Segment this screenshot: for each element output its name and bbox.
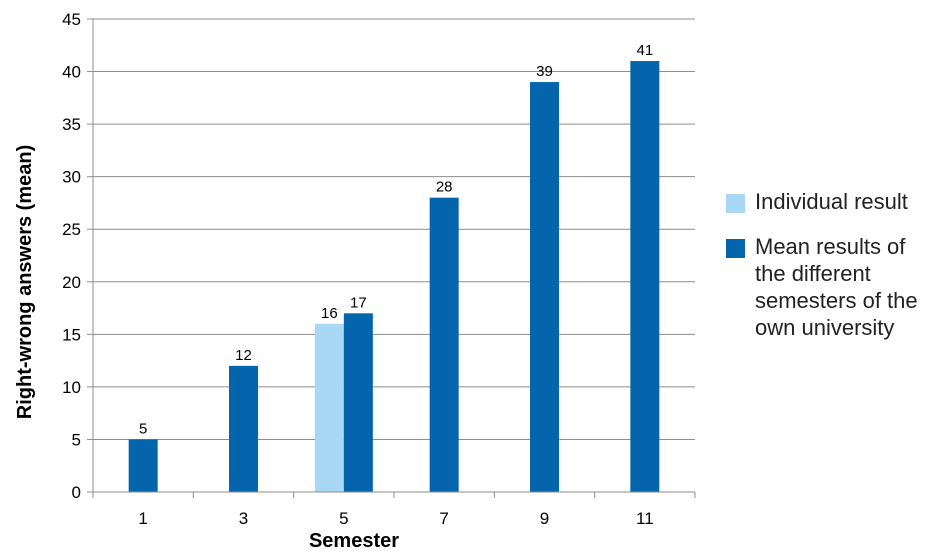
y-tick-label: 0 [72,483,81,502]
y-tick-label: 40 [62,63,81,82]
data-labels: 5 12 16 17 28 39 41 [139,42,653,437]
legend: Individual result Mean results of the di… [726,188,940,359]
x-tick-label: 5 [339,509,348,528]
bar [530,82,559,493]
data-label: 16 [321,305,338,322]
data-label: 12 [235,347,252,364]
y-tick-label: 20 [62,273,81,292]
bar [128,439,158,492]
y-tick-label: 30 [62,168,81,187]
y-tick-label: 45 [62,10,81,29]
bars [128,61,660,493]
data-label: 39 [536,63,553,80]
data-label: 17 [350,294,367,311]
legend-entry-mean: Mean results of the different semesters … [726,233,940,341]
x-tick-label: 7 [439,509,448,528]
legend-label-mean: Mean results of the different semesters … [755,234,918,340]
bar [429,197,459,492]
legend-label-individual: Individual result [755,189,908,214]
gridlines [93,18,695,440]
bar [630,61,660,493]
x-axis [92,19,696,498]
legend-entry-individual: Individual result [726,188,940,215]
data-label: 28 [436,179,453,196]
y-tick-label: 5 [72,430,81,449]
y-tick-label: 25 [62,220,81,239]
y-tick-label: 15 [62,325,81,344]
x-tick-label: 9 [540,509,549,528]
legend-swatch-individual [726,194,745,213]
legend-swatch-mean [726,239,745,258]
y-tick-label: 35 [62,115,81,134]
y-tick-label: 10 [62,378,81,397]
x-axis-ticks: 1 3 5 7 9 11 [138,509,653,528]
data-label: 5 [139,420,147,437]
x-tick-label: 1 [138,509,147,528]
x-tick-label: 3 [239,509,248,528]
data-label: 41 [636,42,653,59]
x-tick-label: 11 [636,509,654,528]
bar [343,313,373,492]
bar [314,323,344,492]
bar [229,365,258,492]
x-axis-title: Semester [309,530,399,552]
y-axis-title: Right-wrong answers (mean) [14,145,36,419]
y-axis-ticks: 0 5 10 15 20 25 30 35 40 45 [62,10,93,502]
